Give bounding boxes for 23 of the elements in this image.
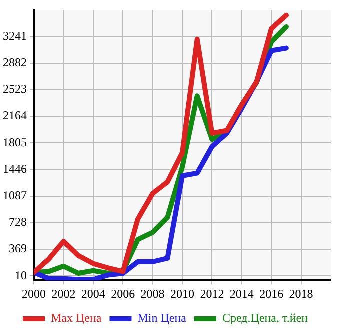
legend-label: Max Цена — [50, 311, 102, 326]
x-tick-label: 2000 — [22, 286, 46, 301]
y-tick-label: 1805 — [3, 135, 27, 150]
x-tick-label: 2010 — [170, 286, 194, 301]
x-tick-label: 2008 — [140, 286, 165, 301]
y-tick-label: 10 — [15, 268, 27, 282]
x-tick-label: 2006 — [111, 286, 136, 301]
y-tick-label: 728 — [9, 215, 27, 230]
x-tick-label: 2004 — [81, 286, 106, 301]
legend-label: Min Цена — [138, 311, 188, 326]
y-tick-label: 1446 — [3, 162, 27, 176]
x-tick-label: 2018 — [289, 286, 314, 301]
y-tick-label: 2523 — [3, 82, 27, 96]
y-tick-label: 2882 — [3, 56, 27, 70]
y-tick-label: 3241 — [3, 28, 27, 43]
y-tick-label: 2164 — [3, 108, 27, 123]
y-tick-label: 1087 — [3, 188, 27, 203]
legend-label: Сред.Цена, т.йен — [222, 311, 309, 326]
y-tick-label: 369 — [9, 242, 27, 256]
x-tick-label: 2002 — [52, 286, 76, 301]
x-tick-label: 2016 — [260, 286, 284, 301]
x-tick-label: 2012 — [200, 286, 224, 301]
x-tick-label: 2014 — [230, 286, 254, 301]
